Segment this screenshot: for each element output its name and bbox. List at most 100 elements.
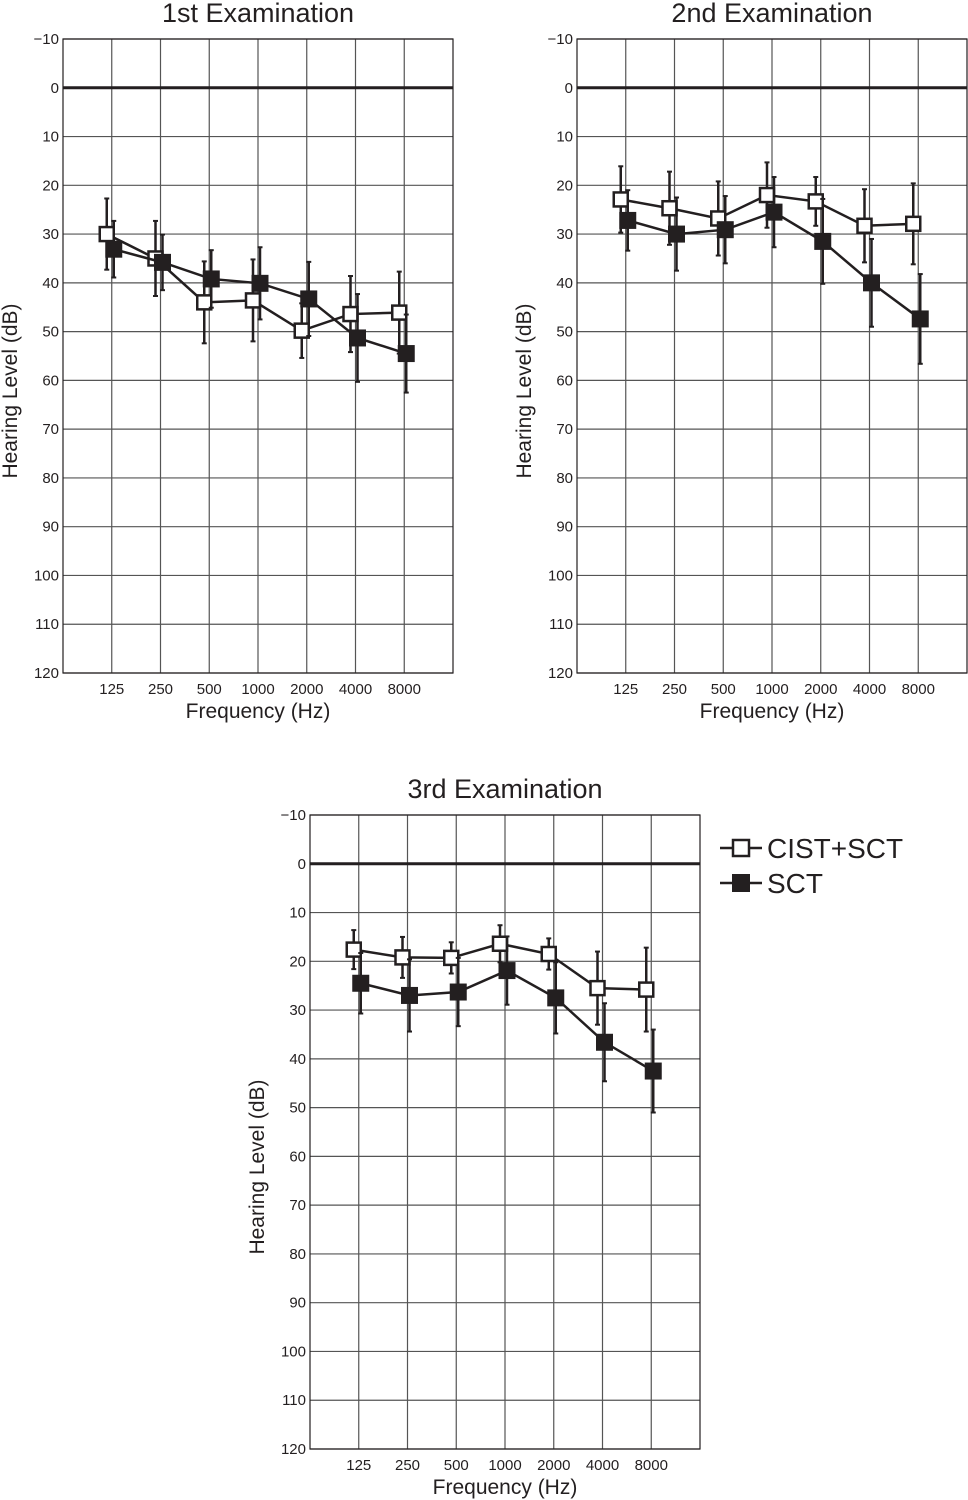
y-tick-label: 120: [548, 665, 573, 682]
legend: CIST+SCT SCT: [720, 833, 903, 899]
data-point-open-square: [589, 979, 606, 997]
x-tick-label: 8000: [388, 681, 421, 698]
x-tick-label: 250: [148, 681, 173, 698]
series-cist-sct: [345, 924, 655, 1033]
data-point-filled-square: [401, 986, 418, 1004]
y-tick-label: 20: [289, 953, 306, 970]
y-axis-label: Hearing Level (dB): [246, 1079, 269, 1254]
y-tick-label: 120: [34, 665, 59, 682]
data-point-filled-square: [449, 983, 467, 1001]
data-point-filled-square: [105, 240, 123, 258]
y-tick-label: 30: [289, 1002, 306, 1019]
x-tick-label: 8000: [902, 681, 935, 698]
data-point-open-square: [758, 186, 776, 204]
y-tick-label: 30: [556, 226, 573, 243]
chart-title: 2nd Examination: [671, 0, 872, 28]
data-point-filled-square: [668, 225, 685, 243]
data-point-open-square: [342, 305, 359, 323]
x-tick-label: 4000: [586, 1457, 619, 1474]
y-tick-label: 60: [556, 372, 573, 389]
plot-frame: [576, 38, 968, 674]
chart-2: −10 0 10 20 30 40 50 60 70 80 90 100 110 120 125 250 500…: [513, 0, 968, 723]
chart-title: 1st Examination: [162, 0, 354, 28]
y-tick-label: 50: [289, 1100, 306, 1117]
y-tick-label: 100: [34, 567, 59, 584]
y-tick-label: 20: [556, 177, 573, 194]
y-tick-label: −10: [281, 807, 306, 824]
x-tick-label: 1000: [755, 681, 788, 698]
x-tick-label: 2000: [537, 1457, 570, 1474]
y-tick-label: 0: [298, 856, 306, 873]
y-tick-label: 40: [42, 275, 59, 292]
y-tick-label: 40: [556, 275, 573, 292]
y-tick-label: 0: [565, 80, 573, 97]
x-axis-label: Frequency (Hz): [700, 700, 845, 723]
data-point-open-square: [807, 193, 824, 210]
x-tick-label: 2000: [804, 681, 837, 698]
chart-1: −10 0 10 20 30 40 50 60 70 80 90 100 110 120 125 250 500…: [0, 0, 454, 723]
x-tick-label: 500: [444, 1457, 469, 1474]
y-tick-label: 80: [289, 1246, 306, 1263]
y-tick-label: 100: [281, 1343, 306, 1360]
data-point-open-square: [638, 981, 655, 998]
y-tick-label: 60: [42, 372, 59, 389]
data-point-open-square: [244, 292, 262, 309]
series-sct: [105, 219, 415, 394]
y-tick-label: 70: [556, 421, 573, 438]
plot-frame: [62, 38, 454, 674]
y-tick-label: 70: [289, 1197, 306, 1214]
x-tick-label: 125: [99, 681, 124, 698]
series-sct: [619, 176, 929, 365]
y-tick-label: 0: [51, 80, 59, 97]
data-point-filled-square: [716, 221, 734, 239]
y-tick-label: 80: [556, 470, 573, 487]
x-tick-label: 500: [197, 681, 222, 698]
y-tick-label: 90: [556, 519, 573, 536]
data-point-filled-square: [547, 989, 565, 1007]
data-point-filled-square: [596, 1033, 613, 1051]
x-tick-label: 4000: [853, 681, 886, 698]
data-point-open-square: [491, 935, 509, 953]
x-tick-label: 250: [662, 681, 687, 698]
data-point-filled-square: [814, 232, 832, 250]
y-axis-label: Hearing Level (dB): [0, 303, 22, 478]
y-tick-label: 90: [42, 519, 59, 536]
y-tick-label: 10: [289, 905, 306, 922]
legend-label-cist-sct: CIST+SCT: [767, 833, 903, 864]
data-point-open-square: [394, 949, 411, 966]
data-point-filled-square: [644, 1062, 662, 1080]
data-point-filled-square: [349, 329, 366, 347]
data-point-filled-square: [498, 962, 516, 980]
y-tick-label: 110: [282, 1392, 306, 1409]
data-point-open-square: [345, 941, 362, 958]
data-point-open-square: [612, 191, 629, 208]
legend-label-sct: SCT: [767, 868, 823, 899]
series-sct: [352, 935, 662, 1114]
chart-3: −10 0 10 20 30 40 50 60 70 80 90 100 110 120 125 250 500…: [246, 774, 701, 1499]
y-tick-label: −10: [548, 31, 573, 48]
x-tick-label: 1000: [488, 1457, 521, 1474]
x-tick-label: 1000: [241, 681, 274, 698]
x-tick-label: 8000: [635, 1457, 668, 1474]
data-point-filled-square: [202, 270, 220, 288]
x-tick-label: 4000: [339, 681, 372, 698]
x-axis-label: Frequency (Hz): [186, 700, 331, 723]
y-tick-label: 10: [556, 129, 573, 146]
data-point-open-square: [905, 215, 922, 233]
x-tick-label: 2000: [290, 681, 323, 698]
y-tick-label: 50: [42, 324, 59, 341]
y-tick-label: 120: [281, 1441, 306, 1458]
y-tick-label: 40: [289, 1051, 306, 1068]
data-point-filled-square: [352, 974, 370, 992]
y-tick-label: 80: [42, 470, 59, 487]
data-point-filled-square: [251, 274, 269, 292]
y-axis-label: Hearing Level (dB): [513, 303, 536, 478]
y-tick-label: 10: [42, 129, 59, 146]
x-tick-label: 500: [711, 681, 736, 698]
x-tick-label: 125: [613, 681, 638, 698]
y-tick-label: 30: [42, 226, 59, 243]
data-point-filled-square: [397, 345, 415, 363]
data-point-filled-square: [619, 211, 637, 229]
data-point-filled-square: [300, 290, 318, 308]
data-point-filled-square: [154, 253, 171, 271]
